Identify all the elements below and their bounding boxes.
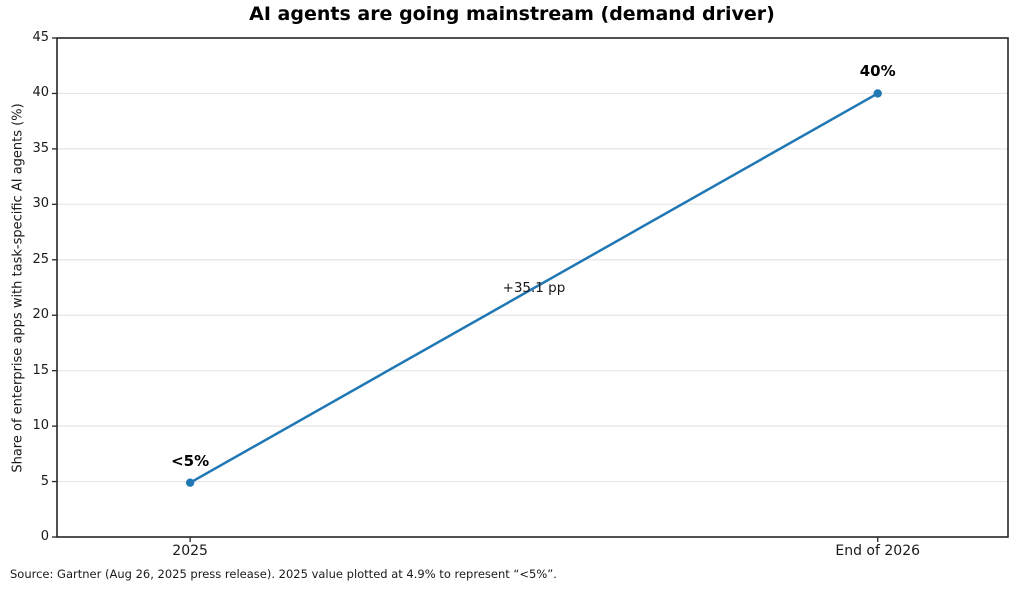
y-tick-label-35: 35: [32, 140, 49, 156]
y-tick-label-5: 5: [40, 473, 49, 489]
data-point-1: [873, 89, 882, 98]
plot-border: [56, 37, 1009, 538]
y-tick-label-45: 45: [32, 30, 49, 45]
y-tick-label-15: 15: [32, 362, 49, 378]
point-label-1: 40%: [859, 62, 896, 81]
annotation-0: +35.1 pp: [502, 280, 566, 297]
chart-title: AI agents are going mainstream (demand d…: [249, 3, 775, 25]
y-tick-label-0: 0: [40, 529, 49, 544]
y-tick-label-30: 30: [32, 196, 49, 212]
source-note: Source: Gartner (Aug 26, 2025 press rele…: [10, 567, 557, 581]
y-tick-label-40: 40: [32, 85, 49, 101]
y-tick-label-25: 25: [32, 251, 49, 267]
y-tick-label-10: 10: [32, 418, 49, 434]
x-tick-label-1: End of 2026: [835, 543, 921, 559]
point-label-0: <5%: [171, 451, 210, 470]
data-line: [188, 92, 879, 484]
x-tick-label-0: 2025: [172, 543, 208, 559]
data-point-0: [185, 478, 195, 487]
y-tick-label-20: 20: [32, 307, 49, 323]
